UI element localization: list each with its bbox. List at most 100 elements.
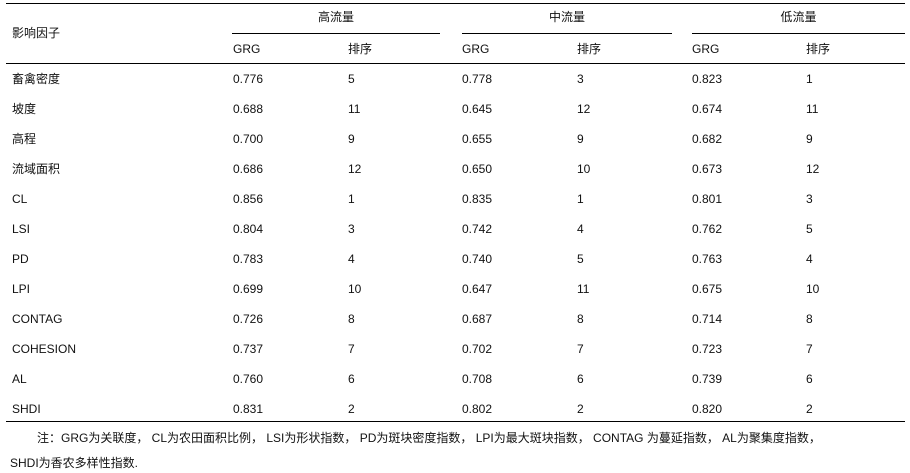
grg-mid: 0.778 <box>462 72 493 86</box>
rank-low: 9 <box>806 132 813 146</box>
grg-mid: 0.802 <box>462 402 493 416</box>
factor-name: 高程 <box>12 132 37 146</box>
grg-high: 0.726 <box>233 312 264 326</box>
rank-high: 10 <box>348 282 362 296</box>
grg-mid: 0.655 <box>462 132 493 146</box>
group-header-low: 低流量 <box>780 10 817 24</box>
grg-high: 0.686 <box>233 162 264 176</box>
grg-low: 0.714 <box>692 312 723 326</box>
grg-low: 0.762 <box>692 222 723 236</box>
factor-header: 影响因子 <box>12 26 61 40</box>
grg-high: 0.699 <box>233 282 264 296</box>
rank-mid: 9 <box>577 132 584 146</box>
subheader-rank: 排序 <box>806 42 831 56</box>
grg-high: 0.737 <box>233 342 264 356</box>
factor-name: SHDI <box>12 402 41 416</box>
rank-low: 7 <box>806 342 813 356</box>
rank-low: 4 <box>806 252 813 266</box>
table-row: 流域面积 0.686 12 0.650 10 0.673 12 <box>0 162 910 192</box>
rank-high: 8 <box>348 312 355 326</box>
table-row: LPI 0.699 10 0.647 11 0.675 10 <box>0 282 910 312</box>
grg-low: 0.739 <box>692 372 723 386</box>
group-rule-low <box>692 33 905 34</box>
rank-low: 12 <box>806 162 820 176</box>
rank-mid: 6 <box>577 372 584 386</box>
rank-high: 3 <box>348 222 355 236</box>
grg-high: 0.776 <box>233 72 264 86</box>
bottom-rule <box>6 421 905 422</box>
grg-mid: 0.645 <box>462 102 493 116</box>
rank-mid: 11 <box>577 282 590 296</box>
subheader-grg: GRG <box>692 42 720 56</box>
subheader-rank: 排序 <box>577 42 602 56</box>
grg-mid: 0.650 <box>462 162 493 176</box>
rank-high: 9 <box>348 132 355 146</box>
note-line-1: 注：GRG为关联度， CL为农田面积比例， LSI为形状指数， PD为斑块密度指… <box>37 431 821 445</box>
grg-mid: 0.687 <box>462 312 493 326</box>
grg-low: 0.823 <box>692 72 723 86</box>
table-row: CONTAG 0.726 8 0.687 8 0.714 8 <box>0 312 910 342</box>
table-row: PD 0.783 4 0.740 5 0.763 4 <box>0 252 910 282</box>
subheader-grg: GRG <box>233 42 261 56</box>
factor-name: COHESION <box>12 342 77 356</box>
factor-name: AL <box>12 372 27 386</box>
table-row: CL 0.856 1 0.835 1 0.801 3 <box>0 192 910 222</box>
grg-low: 0.682 <box>692 132 723 146</box>
table-row: 高程 0.700 9 0.655 9 0.682 9 <box>0 132 910 162</box>
grg-low: 0.763 <box>692 252 723 266</box>
rank-mid: 10 <box>577 162 591 176</box>
table-row: COHESION 0.737 7 0.702 7 0.723 7 <box>0 342 910 372</box>
factor-name: CL <box>12 192 28 206</box>
rank-mid: 1 <box>577 192 584 206</box>
rank-low: 8 <box>806 312 813 326</box>
table-row: SHDI 0.831 2 0.802 2 0.820 2 <box>0 402 910 432</box>
grg-mid: 0.708 <box>462 372 493 386</box>
table-row: 坡度 0.688 11 0.645 12 0.674 11 <box>0 102 910 132</box>
rank-low: 6 <box>806 372 813 386</box>
table-row: 畜禽密度 0.776 5 0.778 3 0.823 1 <box>0 72 910 102</box>
rank-low: 1 <box>806 72 813 86</box>
factor-name: LSI <box>12 222 31 236</box>
grg-low: 0.723 <box>692 342 723 356</box>
rank-low: 2 <box>806 402 813 416</box>
grg-mid: 0.740 <box>462 252 493 266</box>
grg-low: 0.674 <box>692 102 723 116</box>
rank-low: 11 <box>806 102 819 116</box>
rank-high: 11 <box>348 102 361 116</box>
note-line-2: SHDI为香农多样性指数. <box>10 456 139 470</box>
rank-mid: 5 <box>577 252 584 266</box>
rank-low: 5 <box>806 222 813 236</box>
top-rule <box>6 3 905 4</box>
rank-mid: 8 <box>577 312 584 326</box>
table-row: LSI 0.804 3 0.742 4 0.762 5 <box>0 222 910 252</box>
factor-name: 流域面积 <box>12 162 61 176</box>
factor-name: 坡度 <box>12 102 37 116</box>
factor-name: PD <box>12 252 29 266</box>
grg-mid: 0.702 <box>462 342 493 356</box>
rank-low: 10 <box>806 282 820 296</box>
rank-high: 5 <box>348 72 355 86</box>
grg-mid: 0.742 <box>462 222 493 236</box>
rank-high: 2 <box>348 402 355 416</box>
grg-high: 0.783 <box>233 252 264 266</box>
grg-low: 0.673 <box>692 162 723 176</box>
group-rule-mid <box>462 33 672 34</box>
subheader-rank: 排序 <box>348 42 373 56</box>
rank-mid: 4 <box>577 222 584 236</box>
grg-mid: 0.647 <box>462 282 493 296</box>
rank-high: 4 <box>348 252 355 266</box>
group-header-mid: 中流量 <box>548 10 585 24</box>
rank-low: 3 <box>806 192 813 206</box>
rank-mid: 2 <box>577 402 584 416</box>
grg-low: 0.675 <box>692 282 723 296</box>
table-row: AL 0.760 6 0.708 6 0.739 6 <box>0 372 910 402</box>
rank-mid: 12 <box>577 102 591 116</box>
factor-name: CONTAG <box>12 312 63 326</box>
subheader-grg: GRG <box>462 42 490 56</box>
grg-high: 0.804 <box>233 222 264 236</box>
grg-high: 0.688 <box>233 102 264 116</box>
group-rule-high <box>232 33 440 34</box>
grg-low: 0.801 <box>692 192 723 206</box>
factor-name: 畜禽密度 <box>12 72 61 86</box>
rank-high: 7 <box>348 342 355 356</box>
